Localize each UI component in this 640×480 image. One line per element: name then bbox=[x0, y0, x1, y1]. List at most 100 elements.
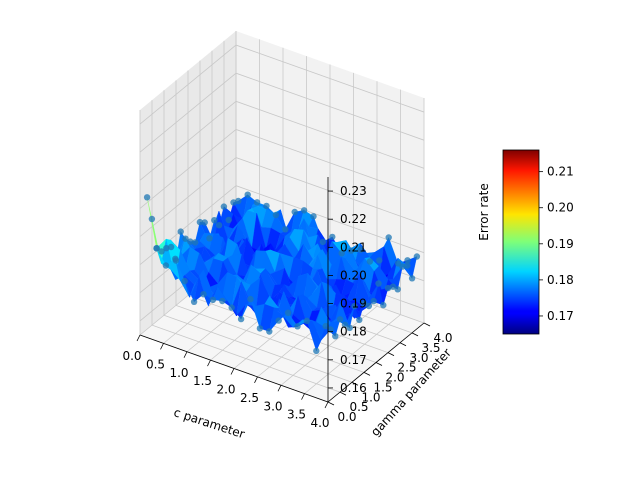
x-tick-label: 0.0 bbox=[122, 349, 141, 363]
data-point bbox=[341, 321, 349, 328]
data-point bbox=[413, 253, 421, 260]
gridline-z bbox=[235, 72, 425, 141]
gridline-z bbox=[235, 100, 425, 169]
data-point bbox=[263, 202, 270, 210]
scatter-points bbox=[143, 191, 421, 355]
data-point bbox=[266, 328, 273, 335]
data-point bbox=[366, 258, 374, 265]
data-point bbox=[399, 263, 406, 270]
y-tick-label: 4.0 bbox=[433, 331, 452, 345]
data-point bbox=[181, 277, 188, 285]
colorbar-tick-label: 0.20 bbox=[547, 201, 574, 215]
data-point bbox=[244, 191, 251, 198]
data-point bbox=[209, 296, 217, 303]
data-point bbox=[158, 248, 165, 255]
data-point bbox=[177, 228, 184, 235]
gridline-z bbox=[139, 157, 237, 237]
data-point bbox=[347, 247, 355, 254]
z-tick-label: 0.20 bbox=[340, 268, 367, 282]
x-tick-mark bbox=[136, 334, 141, 342]
x-tick-mark bbox=[160, 343, 164, 350]
data-point bbox=[346, 324, 353, 332]
y-tick-label: 3.5 bbox=[421, 341, 440, 355]
data-point bbox=[215, 222, 223, 229]
data-point bbox=[351, 302, 358, 310]
y-tick-mark bbox=[339, 391, 347, 396]
gridline-y bbox=[187, 295, 377, 363]
data-point bbox=[284, 309, 292, 316]
data-point bbox=[303, 317, 311, 324]
data-point bbox=[190, 298, 198, 305]
z-axis-label: Error rate bbox=[477, 183, 491, 240]
data-point bbox=[219, 297, 226, 305]
tick-labels: 0.00.51.01.52.02.53.03.54.0 0.00.51.01.52… bbox=[122, 184, 452, 430]
data-point bbox=[408, 275, 416, 282]
z-tick-label: 0.21 bbox=[340, 240, 367, 254]
y-tick-mark bbox=[399, 342, 407, 347]
data-point bbox=[163, 245, 170, 252]
x-tick-mark bbox=[324, 401, 329, 409]
colorbar-tick-label: 0.19 bbox=[547, 237, 574, 251]
data-point bbox=[225, 216, 232, 224]
data-point bbox=[153, 244, 160, 252]
data-point bbox=[148, 215, 156, 223]
data-point bbox=[191, 239, 199, 246]
z-tick-label: 0.19 bbox=[340, 297, 367, 311]
data-point bbox=[389, 283, 397, 290]
data-point bbox=[162, 262, 170, 269]
data-point bbox=[319, 238, 327, 246]
data-point bbox=[272, 211, 280, 219]
data-point bbox=[376, 257, 383, 264]
data-point bbox=[228, 304, 235, 311]
x-tick-label: 2.0 bbox=[216, 383, 235, 397]
gridline-z bbox=[139, 129, 237, 209]
x-axis-label: c parameter bbox=[172, 405, 247, 441]
gridline-y bbox=[151, 324, 341, 393]
x-tick-mark bbox=[207, 359, 211, 367]
gridline-z bbox=[139, 72, 237, 153]
y-tick-mark bbox=[411, 332, 419, 337]
colorbar-ticks: 0.17 0.18 0.19 0.20 0.21 bbox=[539, 165, 574, 323]
data-point bbox=[201, 219, 208, 226]
data-point bbox=[384, 284, 392, 292]
data-point bbox=[365, 302, 373, 310]
data-point bbox=[196, 218, 204, 226]
z-tick-label: 0.18 bbox=[340, 325, 367, 339]
y-tick-label: 0.5 bbox=[349, 400, 368, 414]
data-point bbox=[300, 207, 308, 214]
y-tick-label: 1.0 bbox=[361, 390, 380, 404]
gridline-z bbox=[139, 44, 237, 125]
z-tick-label: 0.17 bbox=[340, 353, 367, 367]
y-tick-mark bbox=[375, 362, 383, 366]
data-point bbox=[327, 326, 334, 333]
colorbar-tick-label: 0.18 bbox=[547, 273, 574, 287]
data-point bbox=[332, 333, 339, 340]
data-point bbox=[385, 234, 392, 241]
data-point bbox=[235, 197, 242, 205]
data-point bbox=[380, 301, 387, 309]
data-point bbox=[404, 257, 411, 264]
y-tick-label: 2.0 bbox=[385, 371, 404, 385]
x-tick-mark bbox=[301, 393, 305, 400]
x-tick-label: 1.0 bbox=[169, 366, 188, 380]
data-point bbox=[370, 297, 377, 305]
y-tick-mark bbox=[327, 401, 335, 406]
data-point bbox=[338, 250, 345, 257]
data-point bbox=[394, 260, 402, 267]
gridline-z bbox=[235, 129, 425, 197]
y-tick-label: 2.5 bbox=[397, 361, 416, 375]
data-point bbox=[310, 213, 317, 220]
data-point bbox=[230, 199, 237, 206]
z-tick-label: 0.23 bbox=[340, 184, 367, 198]
x-tick-mark bbox=[230, 368, 235, 375]
y-tick-mark bbox=[423, 322, 431, 327]
data-point bbox=[211, 217, 218, 224]
z-tick-label: 0.22 bbox=[340, 212, 367, 226]
y-tick-mark bbox=[351, 381, 359, 386]
data-point bbox=[313, 347, 320, 355]
y-tick-label: 1.5 bbox=[373, 380, 392, 394]
x-tick-mark bbox=[254, 376, 258, 384]
data-point bbox=[237, 315, 245, 323]
data-point bbox=[247, 295, 254, 303]
